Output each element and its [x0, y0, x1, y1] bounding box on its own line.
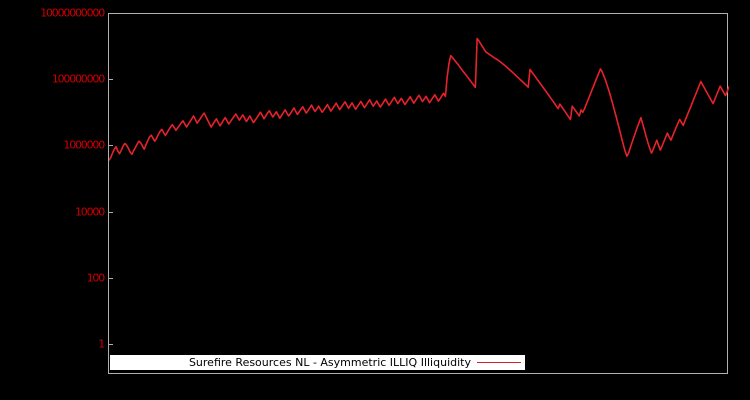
y-tick-label: 10000000000 [40, 6, 105, 20]
y-tick-mark [108, 212, 113, 213]
y-tick-label: 10000 [75, 205, 105, 219]
legend-line-sample [477, 362, 521, 363]
series-line-chart [109, 37, 729, 161]
illiq-series-line [109, 37, 729, 161]
legend-label: Surefire Resources NL - Asymmetric ILLIQ… [188, 356, 471, 369]
y-tick-label: 100000000 [51, 72, 105, 86]
y-tick-label: 1000000 [63, 138, 105, 152]
chart-legend: Surefire Resources NL - Asymmetric ILLIQ… [110, 355, 525, 370]
plot-area [108, 13, 729, 374]
y-tick-mark [108, 145, 113, 146]
y-tick-mark [108, 79, 113, 80]
y-tick-label: 100 [86, 271, 106, 285]
y-tick-label: 1 [98, 337, 105, 351]
y-tick-mark [108, 344, 113, 345]
y-tick-mark [108, 278, 113, 279]
y-axis-tick-labels: 10000000000 100000000 1000000 10000 100 … [0, 0, 106, 400]
